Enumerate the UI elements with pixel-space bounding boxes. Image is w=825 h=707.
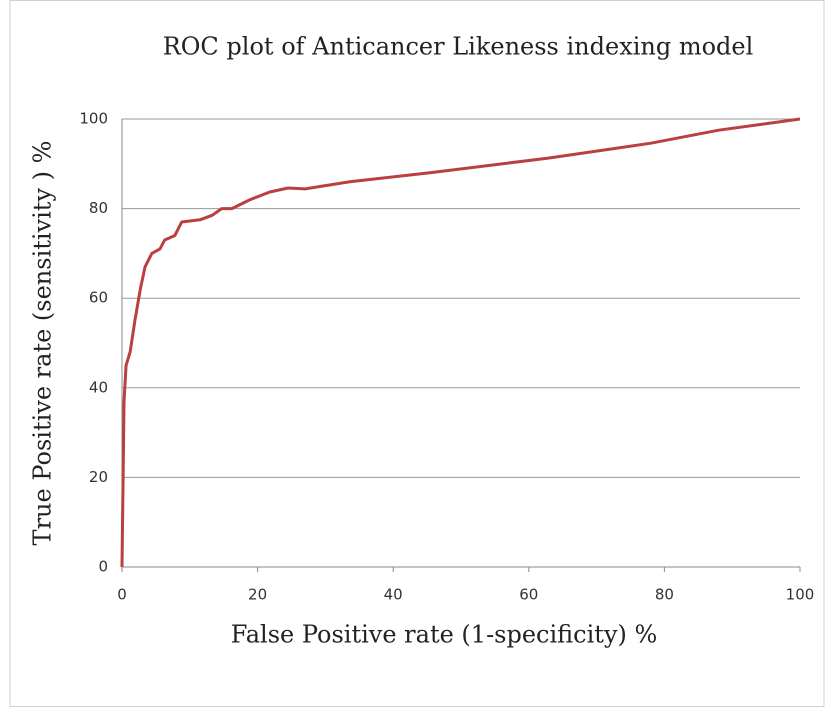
frame bbox=[9, 0, 825, 707]
x-tick-label: 100 bbox=[786, 586, 815, 604]
x-axis-label: False Positive rate (1-specificity) % bbox=[231, 621, 658, 649]
y-tick-label: 20 bbox=[89, 468, 108, 486]
y-tick-label: 60 bbox=[89, 289, 108, 307]
x-tick-label: 80 bbox=[655, 586, 674, 604]
x-tick-label: 0 bbox=[117, 586, 127, 604]
y-tick-label: 0 bbox=[98, 558, 108, 576]
y-tick-label: 40 bbox=[89, 378, 108, 396]
y-axis-label: True Positive rate (sensitivity ) % bbox=[29, 141, 57, 546]
roc-line bbox=[120, 117, 801, 568]
x-tick-label: 20 bbox=[248, 586, 267, 604]
chart-title: ROC plot of Anticancer Likeness indexing… bbox=[163, 33, 754, 61]
x-tick-label: 40 bbox=[384, 586, 403, 604]
y-tick-label: 80 bbox=[89, 199, 108, 217]
x-tick-label: 60 bbox=[519, 586, 538, 604]
y-tick-label: 100 bbox=[79, 110, 108, 128]
